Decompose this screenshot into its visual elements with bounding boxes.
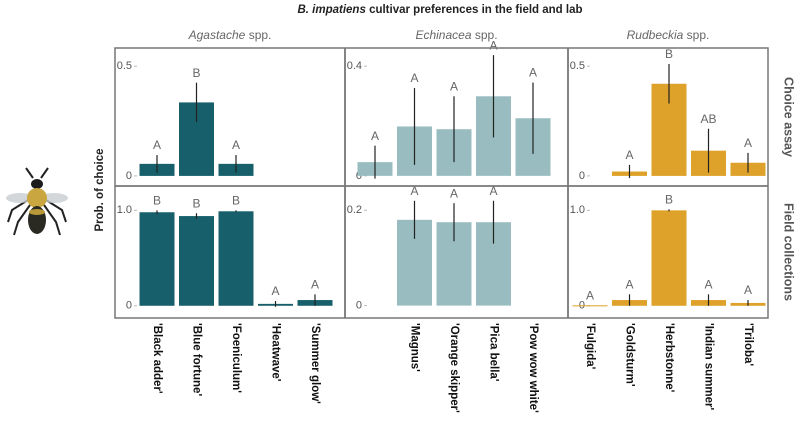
significance-letter: A bbox=[153, 138, 161, 152]
x-tick-label: 'Herbstonne' bbox=[663, 323, 675, 393]
significance-letter: A bbox=[625, 148, 633, 162]
significance-letter: A bbox=[450, 79, 458, 93]
bar bbox=[572, 305, 608, 307]
column-header: Agastache spp. bbox=[188, 28, 272, 42]
column-suffix: spp. bbox=[687, 28, 710, 42]
bar bbox=[651, 210, 687, 306]
x-tick-label: 'Orange skipper' bbox=[448, 323, 460, 413]
significance-letter: B bbox=[665, 47, 673, 61]
x-tick-label: 'Foeniculum' bbox=[230, 323, 242, 393]
significance-letter: A bbox=[311, 278, 319, 292]
x-tick-label: 'Goldsturm' bbox=[623, 323, 635, 387]
significance-letter: A bbox=[489, 184, 497, 198]
y-tick-label: 0.5 bbox=[570, 60, 585, 72]
x-tick-label: 'Indian summer' bbox=[702, 323, 714, 411]
bar bbox=[218, 211, 254, 306]
x-tick-label: 'Magnus' bbox=[408, 323, 420, 372]
row-label: Field collections bbox=[782, 203, 796, 301]
x-tick-label: 'Blue fortune' bbox=[190, 323, 202, 396]
y-tick-label: 0 bbox=[356, 300, 362, 312]
chart-title: B. impatiens cultivar preferences in the… bbox=[297, 4, 582, 16]
x-tick-label: 'Pica bella' bbox=[487, 323, 499, 382]
column-genus: Rudbeckia bbox=[627, 28, 684, 42]
significance-letter: A bbox=[450, 186, 458, 200]
y-tick-label: 0.4 bbox=[347, 60, 362, 72]
y-tick-label: 0.5 bbox=[117, 60, 132, 72]
significance-letter: A bbox=[704, 278, 712, 292]
x-tick-label: 'Summer glow' bbox=[309, 323, 321, 404]
title-italic: B. impatiens bbox=[297, 4, 365, 16]
column-header: Echinacea spp. bbox=[415, 28, 497, 42]
y-tick-label: 0 bbox=[126, 300, 132, 312]
title-text: cultivar preferences in the field and la… bbox=[369, 4, 582, 16]
significance-letter: B bbox=[153, 194, 161, 208]
significance-letter: A bbox=[371, 129, 379, 143]
significance-letter: B bbox=[192, 196, 200, 210]
column-suffix: spp. bbox=[475, 28, 498, 42]
x-tick-label: 'Triloba' bbox=[742, 323, 754, 366]
significance-letter: A bbox=[744, 283, 752, 297]
y-tick-label: 0 bbox=[579, 170, 585, 182]
row-label: Choice assay bbox=[782, 77, 796, 157]
panel-frame bbox=[114, 47, 769, 319]
column-genus: Echinacea bbox=[415, 28, 471, 42]
significance-letter: AB bbox=[700, 112, 716, 126]
column-genus: Agastache bbox=[188, 28, 246, 42]
x-tick-label: 'Pow wow white' bbox=[527, 323, 539, 413]
column-suffix: spp. bbox=[249, 28, 272, 42]
y-tick-label: 1.0 bbox=[570, 204, 585, 216]
column-header: Rudbeckia spp. bbox=[627, 28, 710, 42]
y-tick-label: 0 bbox=[126, 170, 132, 182]
significance-letter: A bbox=[625, 278, 633, 292]
bar bbox=[139, 212, 175, 306]
y-axis-label: Prob. of choice bbox=[94, 148, 106, 231]
significance-letter: A bbox=[489, 38, 497, 52]
significance-letter: A bbox=[232, 138, 240, 152]
significance-letter: A bbox=[410, 71, 418, 85]
significance-letter: B bbox=[192, 66, 200, 80]
significance-letter: A bbox=[271, 284, 279, 298]
bar bbox=[179, 216, 214, 306]
y-tick-label: 0.2 bbox=[347, 204, 362, 216]
x-tick-label: 'Black adder' bbox=[151, 323, 163, 394]
y-tick-label: 1.0 bbox=[117, 204, 132, 216]
significance-letter: A bbox=[410, 184, 418, 198]
x-tick-label: 'Fulgida' bbox=[584, 323, 596, 370]
significance-letter: B bbox=[232, 194, 240, 208]
significance-letter: A bbox=[586, 288, 594, 302]
significance-letter: A bbox=[529, 66, 537, 80]
bee-icon bbox=[6, 167, 68, 236]
significance-letter: A bbox=[744, 136, 752, 150]
significance-letter: B bbox=[665, 193, 673, 207]
x-tick-label: 'Heatwave' bbox=[269, 323, 281, 382]
